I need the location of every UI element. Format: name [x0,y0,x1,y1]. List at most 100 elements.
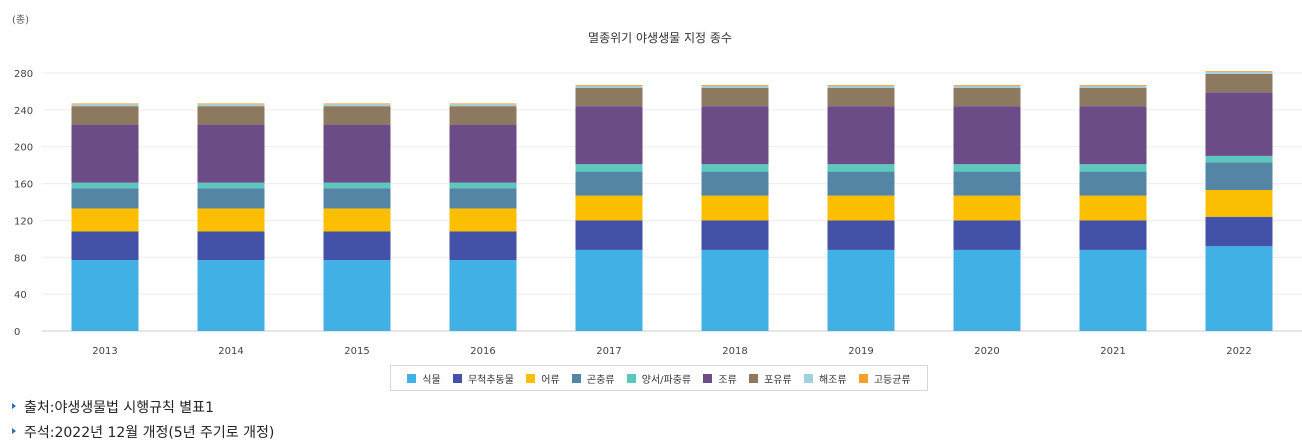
legend-swatch [626,373,636,383]
bar-segment [575,164,643,172]
bar-segment [197,260,265,331]
chart-legend: 식물 무척추동물 어류 곤충류 양서/파충류 조류 포유류 해조류 고등균류 [390,365,928,391]
bar-segment [701,84,769,86]
bar-segment [71,124,139,183]
bar-segment [71,182,139,189]
legend-label: 고등균류 [873,374,911,386]
bar-stack [1079,84,1147,331]
legend-item[interactable]: 고등균류 [858,371,911,386]
bar-segment [1079,87,1147,107]
bar-segment [701,171,769,196]
y-tick-label: 240 [14,106,33,117]
bullet-icon [12,427,16,434]
legend-item[interactable]: 식물 [407,371,441,386]
legend-item[interactable]: 양서/파충류 [626,371,692,386]
bar-segment [1205,73,1273,93]
bar-segment [827,195,895,221]
legend-item[interactable]: 포유류 [749,371,792,386]
bar-stack [71,103,139,331]
bar-segment [71,104,139,107]
bar-segment [953,106,1021,165]
legend-label: 양서/파충류 [641,374,692,386]
bar-segment [1205,155,1273,163]
bar-segment [953,164,1021,172]
bar-segment [449,106,517,125]
bar-segment [1079,106,1147,165]
bar-segment [323,106,391,125]
legend-item[interactable]: 해조류 [803,371,847,386]
bar-segment [449,182,517,189]
legend-swatch [526,373,536,383]
bar-segment [449,208,517,232]
legend-item[interactable]: 조류 [703,371,737,386]
bar-segment [71,231,139,261]
bar-segment [701,249,769,331]
bar-stack [1205,71,1273,331]
bar-segment [1079,84,1147,86]
bar-segment [827,220,895,250]
bar-segment [449,231,517,261]
bar-stack [197,103,265,331]
bar-segment [953,171,1021,196]
legend-label: 곤충류 [586,374,615,386]
bar-segment [701,195,769,221]
note-label: 주석 [24,425,50,441]
bar-stack [575,84,643,331]
y-tick-label: 280 [14,69,33,80]
bar-segment [827,106,895,165]
x-axis: 2013 2014 2015 2016 2017 2018 2019 2020 2021 2022 [92,346,1251,357]
source-separator: : [49,400,55,416]
bullet-icon [12,402,16,409]
bar-segment [827,171,895,196]
bar-segment [1205,246,1273,331]
legend-swatch [803,373,813,383]
bar-segment [701,164,769,172]
legend-swatch [703,373,713,383]
bar-segment [449,124,517,183]
legend-item[interactable]: 곤충류 [571,371,615,386]
bar-segment [953,195,1021,221]
bar-segment [1079,249,1147,331]
revision-note: 주석 : 2022년 12월 개정(5년 주기로 개정) [12,421,274,446]
note-text: 2022년 12월 개정(5년 주기로 개정) [54,425,275,441]
bar-segment [701,220,769,250]
bar-segment [197,208,265,232]
x-tick-label: 2020 [974,346,999,357]
bar-segment [323,182,391,189]
x-tick-label: 2017 [596,346,621,357]
stacked-bar-chart: (종) 멸종위기 야생생물 지정 종수 0 40 80 120 160 200 240 280… [12,14,1302,357]
bar-segment [575,249,643,331]
bar-stack [827,84,895,331]
bar-segment [953,249,1021,331]
bar-segment [323,231,391,261]
bar-segment [323,188,391,209]
bar-segment [449,103,517,105]
bar-segment [575,171,643,196]
bar-segment [827,164,895,172]
bar-segment [1205,72,1273,74]
bar-segment [953,85,1021,88]
bar-segment [1205,190,1273,217]
y-tick-label: 40 [14,290,27,301]
bar-segment [449,188,517,209]
chart-title: 멸종위기 야생생물 지정 종수 [588,31,732,45]
y-tick-label: 200 [14,143,33,154]
bar-segment [575,106,643,165]
bar-segment [1079,171,1147,196]
bar-segment [197,124,265,183]
bar-segment [197,231,265,261]
y-axis: 0 40 80 120 160 200 240 280 [14,69,33,338]
bar-segment [953,220,1021,250]
bar-stack [701,84,769,331]
bar-stack [323,103,391,331]
legend-item[interactable]: 무척추동물 [452,371,514,386]
legend-item[interactable]: 어류 [526,371,560,386]
bar-segment [1205,71,1273,73]
note-separator: : [49,425,55,441]
bar-segment [1079,164,1147,172]
bar-segment [71,260,139,331]
bar-segment [449,104,517,107]
source-text: 야생생물법 시행규칙 별표1 [54,400,214,416]
bar-segment [197,188,265,209]
bar-segment [953,87,1021,107]
